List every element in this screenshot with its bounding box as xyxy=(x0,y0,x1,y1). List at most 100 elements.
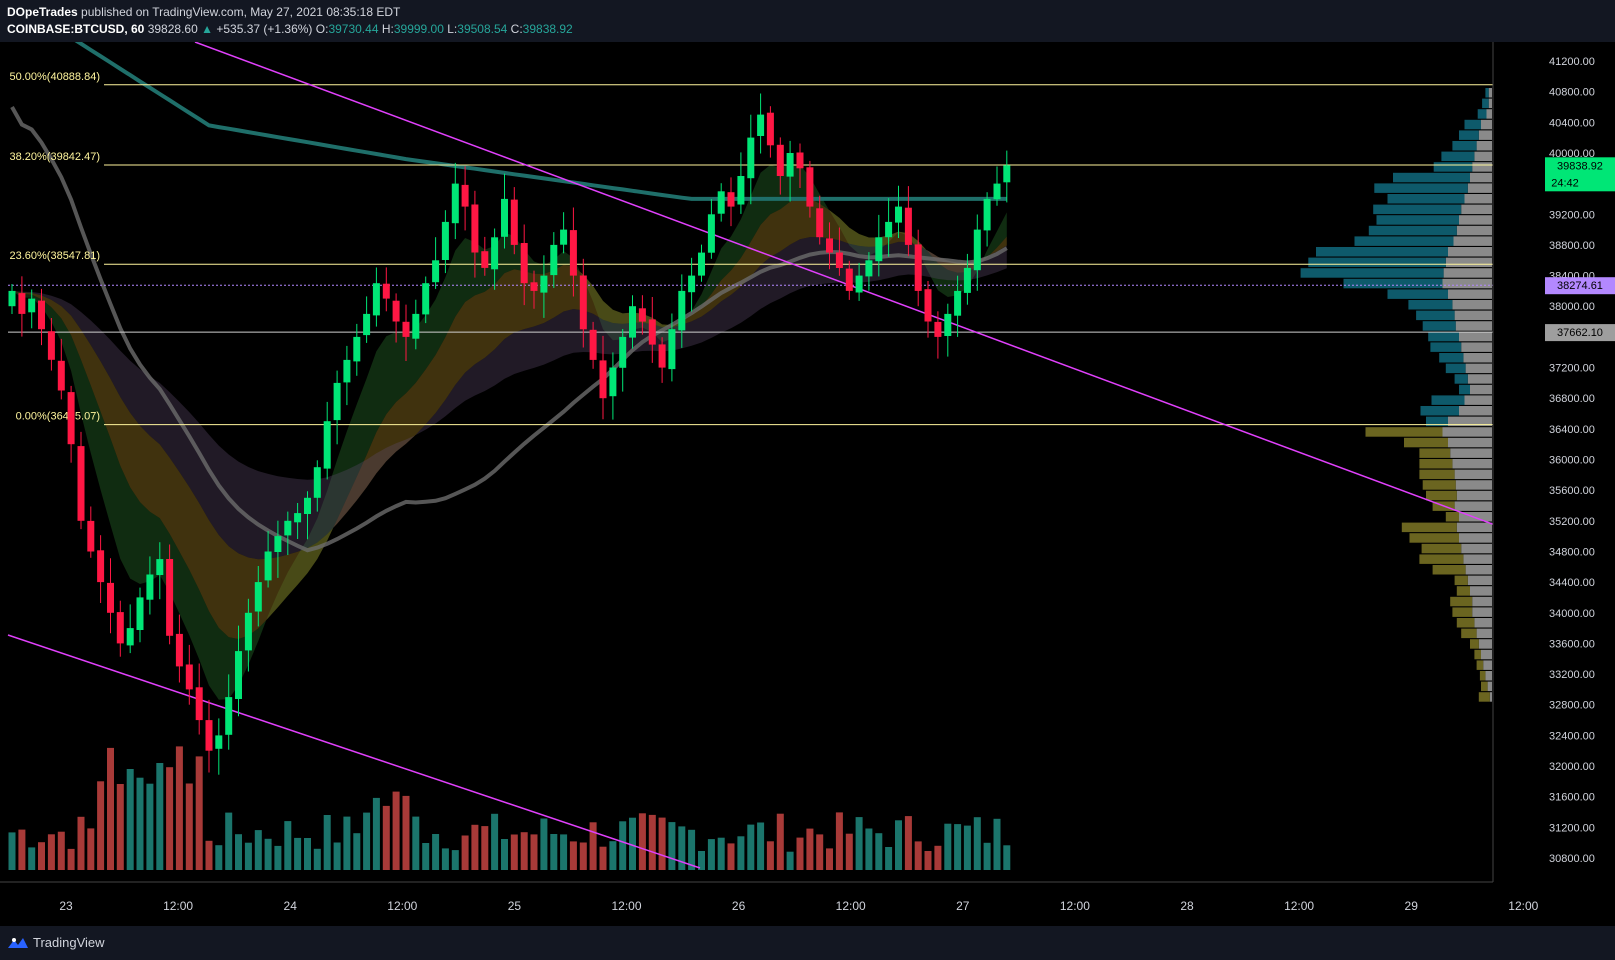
candle-body xyxy=(146,574,154,600)
candle-body xyxy=(727,192,735,207)
candle-body xyxy=(520,243,528,284)
candle-body xyxy=(77,446,85,521)
vp-row-down xyxy=(1485,671,1492,681)
vp-row-up xyxy=(1408,300,1453,310)
volume-bar xyxy=(38,842,45,870)
time-tick-label: 12:00 xyxy=(1508,899,1538,913)
candle-body xyxy=(372,283,380,316)
vp-row-down xyxy=(1470,172,1492,183)
candle-body xyxy=(973,229,981,271)
volume-bar xyxy=(924,851,932,870)
volume-bar xyxy=(107,747,114,870)
volume-bar xyxy=(540,818,548,870)
volume-bar xyxy=(195,756,203,870)
volume-bar xyxy=(77,816,85,870)
candle-body xyxy=(619,336,627,368)
vp-row-up xyxy=(1422,321,1456,331)
time-axis[interactable]: 23 12:00 24 12:00 25 12:00 26 12:00 27 12:00 28 12:… xyxy=(0,881,1615,926)
vp-row-low xyxy=(1404,437,1448,448)
candle-body xyxy=(540,275,548,293)
price-tag-label: 38274.61 xyxy=(1557,280,1603,292)
trendlines-layer[interactable] xyxy=(7,42,1601,869)
price-tick-label: 32800.00 xyxy=(1549,700,1595,712)
vp-row-up xyxy=(1439,353,1464,363)
trendline-lower[interactable] xyxy=(7,634,701,869)
vp-row-down xyxy=(1456,225,1492,236)
candle-body xyxy=(294,513,302,523)
vp-row-down xyxy=(1445,257,1492,268)
candle-body xyxy=(589,329,597,360)
vp-row-down xyxy=(1448,289,1492,299)
candle-body xyxy=(983,198,991,231)
vp-row-down xyxy=(1476,628,1492,639)
volume-bar xyxy=(914,841,922,870)
volume-bar xyxy=(264,838,272,870)
vp-row-up xyxy=(1368,225,1457,236)
vp-row-down xyxy=(1474,151,1492,162)
candle-body xyxy=(658,344,666,368)
candle-body xyxy=(688,275,696,293)
price-tick-label: 36400.00 xyxy=(1549,424,1595,436)
vp-row-down xyxy=(1442,278,1492,289)
volume-bar xyxy=(954,824,962,870)
price-tick-label: 31200.00 xyxy=(1549,822,1595,834)
vp-row-down xyxy=(1487,681,1492,692)
candle-body xyxy=(392,300,400,322)
price-tick-label: 33200.00 xyxy=(1549,669,1595,681)
vp-row-down xyxy=(1459,533,1492,543)
tradingview-logo[interactable]: TradingView xyxy=(7,935,105,950)
candle-body xyxy=(175,633,183,667)
volume-bar xyxy=(875,833,883,870)
candle-body xyxy=(353,336,361,362)
price-tick-label: 40400.00 xyxy=(1549,117,1595,129)
volume-bar xyxy=(589,822,597,870)
volume-bar xyxy=(67,848,75,870)
price-tick-label: 38800.00 xyxy=(1549,240,1595,252)
symbol-label[interactable]: COINBASE:BTCUSD, 60 xyxy=(7,22,145,36)
vp-row-up xyxy=(1373,204,1462,215)
time-tick-label: 12:00 xyxy=(387,899,417,913)
candle-body xyxy=(550,244,558,276)
volume-bar xyxy=(835,812,843,870)
candle-body xyxy=(963,267,971,293)
volume-bar xyxy=(382,805,390,870)
volume-bar xyxy=(550,834,558,870)
vp-row-up xyxy=(1420,406,1459,416)
volume-bar xyxy=(885,847,893,870)
vp-row-down xyxy=(1464,395,1492,405)
candle-body xyxy=(185,664,193,690)
candle-body xyxy=(205,720,213,751)
trendline-upper[interactable] xyxy=(194,42,1601,565)
volume-bar xyxy=(776,813,784,870)
candle-body xyxy=(678,290,686,331)
volume-bar xyxy=(422,843,430,870)
volume-bar xyxy=(619,821,627,870)
vp-row-down xyxy=(1488,88,1492,98)
author-name[interactable]: DOpeTrades xyxy=(7,5,78,19)
vp-row-down xyxy=(1459,215,1492,225)
vp-row-up xyxy=(1387,194,1465,204)
volume-bar xyxy=(707,839,715,870)
volume-profile-layer xyxy=(1300,88,1492,702)
candle-body xyxy=(215,735,223,749)
ema-ribbon-slow xyxy=(12,237,1007,560)
volume-bar xyxy=(471,824,479,870)
volume-bar xyxy=(47,834,55,870)
price-tick-label: 39200.00 xyxy=(1549,209,1595,221)
volume-bar xyxy=(944,823,952,870)
volume-bar xyxy=(599,846,607,870)
vp-row-up xyxy=(1376,215,1459,225)
vp-row-down xyxy=(1448,247,1492,257)
open-label: O: xyxy=(315,22,329,36)
candle-body xyxy=(225,697,233,735)
price-tag-label: 37662.10 xyxy=(1557,327,1603,339)
price-chart[interactable]: 50.00%(40888.84) 38.20%(39842.47) 23.60%(3… xyxy=(0,42,1615,926)
volume-bar xyxy=(274,845,282,870)
volume-bar xyxy=(895,820,902,870)
candle-body xyxy=(126,628,134,646)
tradingview-logo-icon xyxy=(8,937,28,948)
vp-row-down xyxy=(1463,353,1492,363)
price-tick-label: 41200.00 xyxy=(1549,56,1595,68)
vp-row-up xyxy=(1431,395,1465,405)
candle-body xyxy=(501,198,508,237)
